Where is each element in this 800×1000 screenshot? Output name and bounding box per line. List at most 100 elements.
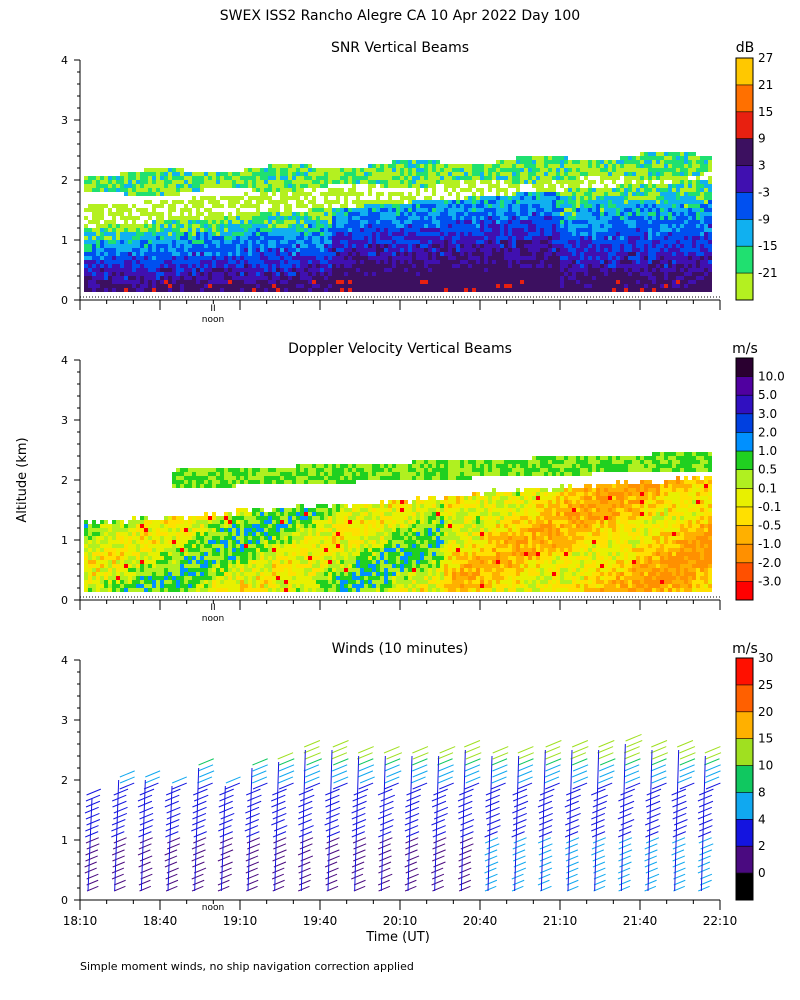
snr-cell <box>260 224 264 228</box>
snr-cell <box>232 172 236 176</box>
snr-cell <box>296 168 300 172</box>
snr-cell <box>524 156 528 160</box>
snr-cell <box>288 244 292 248</box>
snr-cell <box>336 180 340 184</box>
snr-cell <box>536 200 540 204</box>
snr-cell <box>108 284 112 288</box>
snr-cell <box>664 196 668 200</box>
snr-cell <box>420 176 424 180</box>
snr-cell <box>244 260 248 264</box>
snr-cell <box>648 200 652 204</box>
snr-cell <box>372 208 376 212</box>
snr-cell <box>284 176 288 180</box>
snr-cell <box>404 176 408 180</box>
snr-cell <box>188 256 192 260</box>
snr-cell <box>532 228 536 232</box>
snr-cell <box>200 224 204 228</box>
snr-cell <box>188 268 192 272</box>
doppler-cell <box>120 564 124 568</box>
snr-cell <box>108 232 112 236</box>
snr-cell <box>284 236 288 240</box>
snr-cell <box>676 244 680 248</box>
snr-cell <box>220 184 224 188</box>
snr-cell <box>348 260 352 264</box>
snr-cell <box>100 184 104 188</box>
snr-cell <box>568 232 572 236</box>
snr-cell <box>508 288 512 292</box>
snr-cell <box>400 224 404 228</box>
snr-cell <box>156 172 160 176</box>
snr-cell <box>220 244 224 248</box>
snr-cell <box>152 168 156 172</box>
snr-cell <box>624 160 628 164</box>
snr-cell <box>456 212 460 216</box>
snr-cell <box>176 280 180 284</box>
snr-cell <box>540 172 544 176</box>
snr-cell <box>600 288 604 292</box>
snr-cell <box>300 264 304 268</box>
snr-cell <box>620 192 624 196</box>
snr-cell <box>344 180 348 184</box>
snr-cell <box>360 244 364 248</box>
snr-cell <box>524 192 528 196</box>
snr-cell <box>572 204 576 208</box>
snr-cell <box>128 252 132 256</box>
snr-cell <box>488 256 492 260</box>
snr-cell <box>600 224 604 228</box>
snr-cell <box>268 172 272 176</box>
snr-cell <box>684 212 688 216</box>
snr-cell <box>560 172 564 176</box>
snr-cell <box>460 232 464 236</box>
snr-cell <box>700 196 704 200</box>
snr-cell <box>344 196 348 200</box>
snr-cell <box>528 236 532 240</box>
snr-cell <box>384 208 388 212</box>
doppler-cell <box>96 528 100 532</box>
snr-cell <box>660 180 664 184</box>
snr-cell <box>360 252 364 256</box>
snr-cell <box>672 208 676 212</box>
snr-cell <box>656 268 660 272</box>
snr-cell <box>648 240 652 244</box>
snr-cell <box>512 204 516 208</box>
snr-cell <box>388 272 392 276</box>
snr-cell <box>440 196 444 200</box>
snr-cell <box>576 192 580 196</box>
snr-cell <box>304 184 308 188</box>
snr-cell <box>164 176 168 180</box>
snr-cell <box>652 228 656 232</box>
snr-cell <box>328 244 332 248</box>
snr-cell <box>212 272 216 276</box>
snr-cell <box>428 224 432 228</box>
snr-cell <box>148 192 152 196</box>
snr-cell <box>692 168 696 172</box>
snr-cell <box>580 172 584 176</box>
snr-cell <box>700 268 704 272</box>
snr-cell <box>572 172 576 176</box>
snr-cell <box>420 252 424 256</box>
snr-cell <box>456 276 460 280</box>
snr-cell <box>560 156 564 160</box>
snr-cell <box>656 156 660 160</box>
snr-cell <box>584 276 588 280</box>
snr-cell <box>624 244 628 248</box>
snr-cell <box>408 268 412 272</box>
snr-cell <box>456 164 460 168</box>
snr-cell <box>688 276 692 280</box>
colorbar-label: 15 <box>758 105 773 119</box>
snr-cell <box>464 252 468 256</box>
doppler-cell <box>120 584 124 588</box>
snr-cell <box>216 252 220 256</box>
snr-cell <box>304 244 308 248</box>
snr-cell <box>448 192 452 196</box>
snr-cell <box>496 232 500 236</box>
snr-cell <box>84 284 88 288</box>
snr-cell <box>628 200 632 204</box>
snr-cell <box>656 220 660 224</box>
snr-cell <box>588 204 592 208</box>
snr-cell <box>400 248 404 252</box>
y-axis-label: Altitude (km) <box>15 437 30 522</box>
snr-cell <box>140 260 144 264</box>
snr-cell <box>300 232 304 236</box>
snr-cell <box>496 260 500 264</box>
